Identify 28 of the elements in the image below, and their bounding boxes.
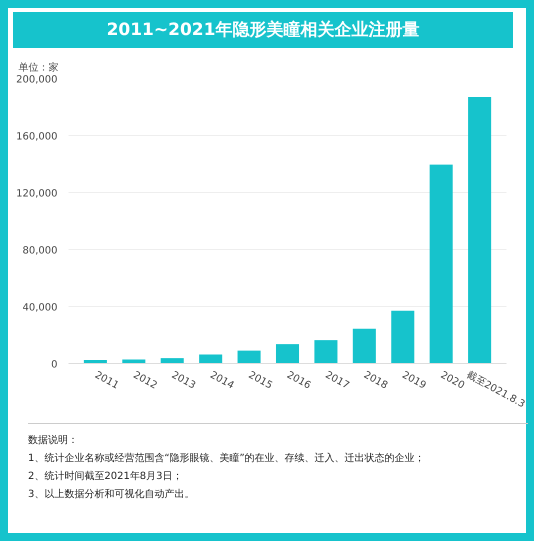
text: 3、以上数据分析和可视化自动产出。 — [28, 489, 194, 500]
text: 1、统计企业名称或经营范围含“隐形眼镜、美瞳”的在业、存续、迁入、迁出状态的企业； — [28, 453, 425, 464]
bar — [391, 311, 414, 364]
bar — [160, 358, 184, 364]
x-tick-label: 2014 — [208, 370, 236, 392]
x-tick-label: 2016 — [284, 370, 312, 392]
x-tick-label: 2015 — [246, 370, 274, 392]
text: 2、统计时间截至2021年8月3日； — [28, 471, 183, 482]
bar — [352, 329, 376, 364]
bar — [430, 164, 453, 364]
y-tick-label: 80,000 — [22, 246, 58, 257]
bar — [468, 97, 492, 364]
y-axis-title: 单位：家 — [18, 62, 58, 74]
bar — [238, 350, 261, 364]
y-tick-label: 40,000 — [22, 302, 58, 314]
bar — [314, 340, 338, 364]
y-tick-label: 160,000 — [16, 132, 58, 143]
bar — [199, 354, 222, 364]
x-tick-label: 2017 — [323, 370, 351, 392]
x-tick-label: 2013 — [170, 370, 198, 392]
x-tick-label: 2020 — [438, 370, 466, 392]
y-tick-label: 120,000 — [16, 188, 58, 200]
x-tick-label: 2019 — [400, 370, 428, 392]
y-tick-label: 200,000 — [16, 74, 58, 86]
bar — [276, 344, 300, 364]
y-tick-label: 0 — [51, 360, 58, 371]
text: 数据说明： — [28, 435, 78, 446]
chart-title: 2011~2021年隐形美瞳相关企业注册量 — [106, 19, 420, 42]
